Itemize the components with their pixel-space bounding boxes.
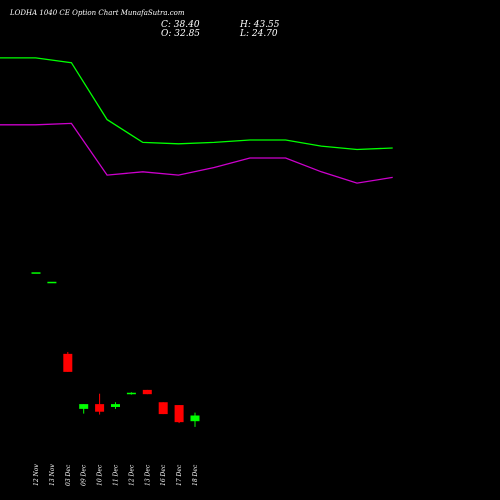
- candle-body: [31, 272, 41, 274]
- candles: [31, 272, 200, 427]
- x-tick-label: 16 Dec: [160, 464, 167, 486]
- x-axis-ticks: 12 Nov 13 Nov 03 Dec 09 Dec 10 Dec 11 Dec 12 D…: [33, 464, 199, 486]
- candle: [111, 402, 120, 409]
- lower-indicator-line: [0, 122, 393, 184]
- x-tick-label: 12 Nov: [33, 464, 40, 486]
- x-tick-label: 17 Dec: [176, 464, 183, 486]
- x-tick-label: 13 Dec: [144, 464, 151, 486]
- candle: [63, 351, 73, 372]
- close-price-label: C: 38.40: [161, 20, 200, 30]
- candle-body: [190, 415, 200, 422]
- candle-body: [158, 402, 168, 415]
- candle-body: [47, 281, 57, 284]
- x-tick-label: 18 Dec: [192, 464, 199, 486]
- indicator-lines: [0, 57, 393, 184]
- candle: [142, 389, 152, 395]
- chart-title: LODHA 1040 CE Option Chart MunafaSutra.c…: [10, 9, 185, 17]
- candle: [174, 405, 184, 424]
- upper-indicator-line: [0, 57, 393, 151]
- candle: [31, 272, 41, 274]
- x-tick-label: 11 Dec: [113, 464, 120, 486]
- x-tick-label: 09 Dec: [81, 464, 88, 486]
- candle: [79, 404, 89, 414]
- candle-body: [111, 404, 120, 407]
- low-price-label: L: 24.70: [240, 29, 278, 39]
- candle: [47, 281, 57, 284]
- candle-body: [142, 389, 152, 395]
- candle-body: [95, 404, 105, 412]
- candle-body: [174, 405, 184, 423]
- candle-body: [79, 404, 89, 409]
- x-tick-label: 13 Nov: [49, 464, 56, 486]
- candle-body: [63, 353, 73, 372]
- candle-body: [126, 392, 136, 395]
- high-price-label: H: 43.55: [240, 20, 280, 30]
- candle: [158, 402, 168, 415]
- x-tick-label: 10 Dec: [97, 464, 104, 486]
- open-price-label: O: 32.85: [161, 29, 201, 39]
- x-tick-label: 12 Dec: [128, 464, 135, 486]
- candle: [95, 393, 105, 415]
- candle: [126, 392, 136, 395]
- x-tick-label: 03 Dec: [65, 464, 72, 486]
- candle: [190, 412, 200, 427]
